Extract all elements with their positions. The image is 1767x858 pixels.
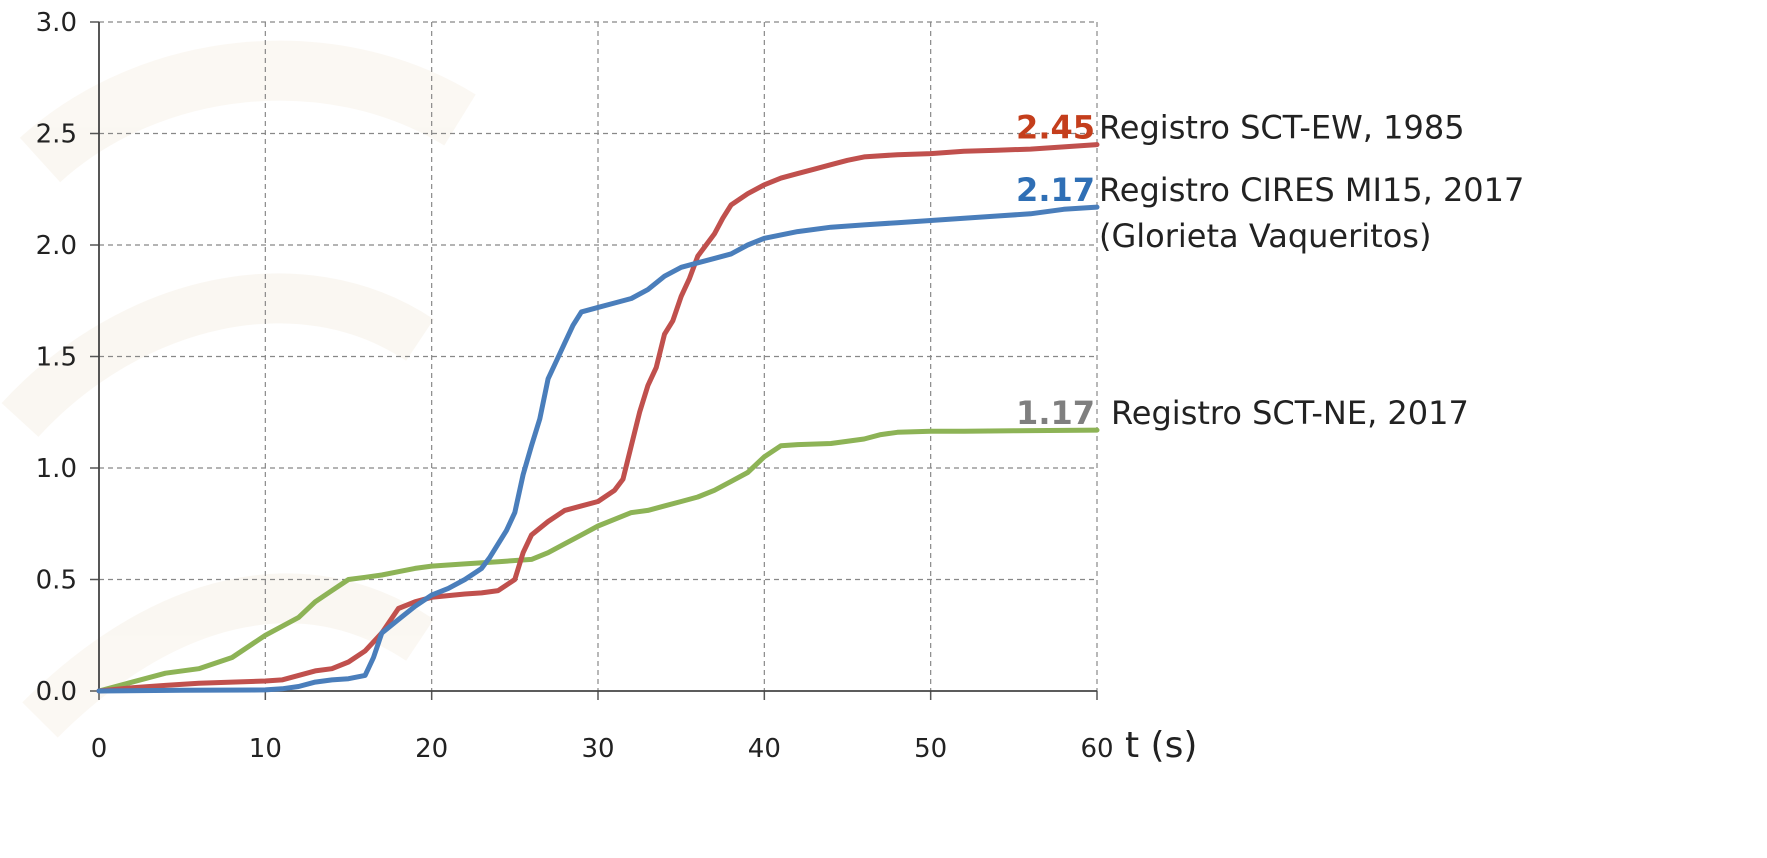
series-line-0	[96, 142, 1100, 694]
x-tick-label: 60	[1080, 734, 1113, 764]
series-line-2	[96, 427, 1100, 694]
end-value-label-0: 2.45	[1016, 109, 1095, 147]
x-tick-label: 30	[581, 734, 614, 764]
x-axis-label: t (s)	[1125, 725, 1197, 766]
y-tick-label: 3.0	[36, 8, 77, 38]
background-watermark	[1, 40, 476, 738]
x-tick-label: 40	[748, 734, 781, 764]
series-name-label-2: Registro SCT-NE, 2017	[1111, 394, 1469, 432]
series-name-label-0: Registro SCT-EW, 1985	[1099, 109, 1465, 147]
y-tick-label: 0.0	[36, 677, 77, 707]
y-tick-label: 2.0	[36, 231, 77, 261]
x-tick-label: 10	[249, 734, 282, 764]
end-value-label-1: 2.17	[1016, 171, 1095, 209]
series-lines	[96, 142, 1100, 694]
y-tick-label: 1.5	[36, 343, 77, 373]
y-tick-label: 1.0	[36, 454, 77, 484]
x-tick-label: 0	[91, 734, 108, 764]
series-name-label-1: Registro CIRES MI15, 2017	[1099, 171, 1524, 209]
grid	[99, 21, 1098, 691]
y-tick-label: 2.5	[36, 120, 77, 150]
axes: 0.0 0.5 1.0 1.5 2.0 2.5 3.0 0 10 20 30 40 50 60	[36, 8, 1114, 764]
x-tick-label: 50	[914, 734, 947, 764]
series-name-label-1-line2: (Glorieta Vaquerito​s)	[1099, 217, 1431, 255]
end-value-label-2: 1.17	[1016, 394, 1095, 432]
y-tick-label: 0.5	[36, 566, 77, 596]
series-line-1	[96, 204, 1100, 694]
x-tick-label: 20	[415, 734, 448, 764]
